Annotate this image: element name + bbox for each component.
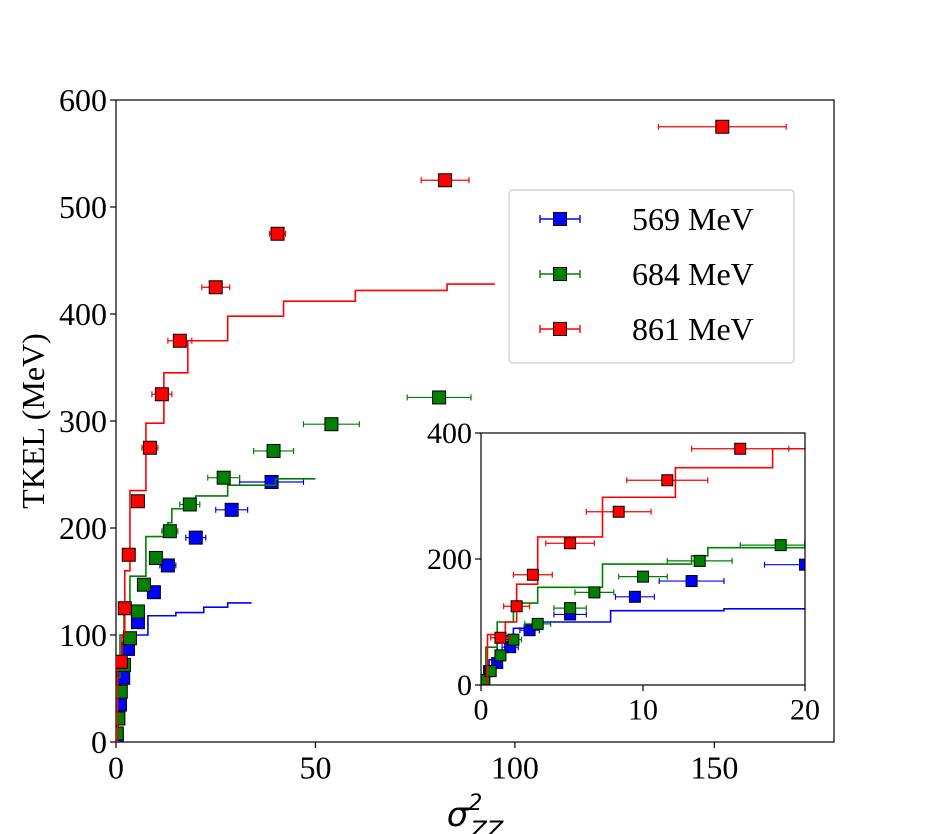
main-y-tick-label: 500 bbox=[59, 189, 107, 225]
main-data-point bbox=[130, 604, 145, 619]
main-data-point bbox=[162, 524, 177, 539]
main-data-point bbox=[182, 497, 197, 512]
main-plot-area bbox=[116, 119, 787, 742]
inset-data-point bbox=[484, 665, 497, 678]
main-y-tick-label: 300 bbox=[59, 403, 107, 439]
inset-data-point bbox=[531, 617, 544, 630]
inset-data-point bbox=[685, 575, 698, 588]
main-data-point bbox=[715, 119, 730, 134]
x-axis-label: σ2 ZZ bbox=[447, 791, 504, 834]
legend-marker bbox=[553, 212, 567, 226]
legend-marker bbox=[553, 322, 567, 336]
main-y-tick-label: 600 bbox=[59, 82, 107, 118]
inset-step-line-861-mev bbox=[481, 447, 805, 685]
inset-data-point bbox=[494, 631, 507, 644]
main-data-point bbox=[160, 558, 175, 573]
legend-label: 569 MeV bbox=[632, 201, 754, 237]
legend-label: 684 MeV bbox=[632, 256, 754, 292]
main-data-point bbox=[122, 631, 137, 646]
main-data-point bbox=[208, 280, 223, 295]
main-data-point bbox=[266, 443, 281, 458]
main-data-point bbox=[121, 547, 136, 562]
main-y-tick-label: 100 bbox=[59, 617, 107, 653]
inset-x-tick-label: 20 bbox=[790, 694, 820, 727]
main-y-tick-label: 400 bbox=[59, 296, 107, 332]
main-x-tick-label: 150 bbox=[690, 749, 738, 785]
inset-data-point bbox=[637, 570, 649, 583]
inset-data-point bbox=[507, 633, 520, 646]
main-data-point bbox=[142, 440, 157, 455]
y-axis-label: TKEL (MeV) bbox=[15, 333, 51, 509]
main-data-point bbox=[438, 173, 453, 188]
main-data-point bbox=[432, 390, 447, 405]
inset-data-point bbox=[510, 600, 523, 613]
main-data-point bbox=[116, 726, 124, 741]
x-axis-label-symbol: σ bbox=[447, 795, 470, 834]
inset-data-point bbox=[693, 554, 706, 567]
inset-data-point bbox=[612, 505, 625, 518]
inset-data-point bbox=[734, 442, 747, 455]
inset-data-point bbox=[526, 568, 539, 581]
inset-x-tick-label: 10 bbox=[628, 694, 658, 727]
main-data-point bbox=[116, 684, 128, 699]
main-step-line-861-mev bbox=[116, 283, 495, 742]
main-y-tick-label: 200 bbox=[59, 510, 107, 546]
main-data-point bbox=[130, 494, 145, 509]
x-axis-label-superscript: 2 bbox=[468, 791, 482, 816]
main-x-tick-label: 100 bbox=[491, 749, 539, 785]
main-x-tick-label: 50 bbox=[299, 749, 331, 785]
main-data-point bbox=[172, 333, 187, 348]
main-x-tick-label: 0 bbox=[108, 749, 124, 785]
main-data-point bbox=[116, 654, 128, 669]
inset-data-point bbox=[774, 539, 787, 552]
inset-y-tick-label: 400 bbox=[427, 417, 472, 450]
legend: 569 MeV 684 MeV 861 MeV bbox=[508, 189, 795, 364]
inset-data-point bbox=[494, 649, 507, 662]
x-axis-label-subscript: ZZ bbox=[469, 816, 503, 834]
inset-data-point bbox=[881, 412, 892, 423]
main-step-line-684-mev bbox=[116, 477, 316, 742]
main-data-point bbox=[117, 601, 132, 616]
main-data-point bbox=[154, 387, 169, 402]
inset-background bbox=[481, 433, 805, 685]
inset-data-point bbox=[628, 590, 641, 603]
inset-data-point bbox=[564, 602, 577, 615]
main-data-point bbox=[136, 577, 151, 592]
main-data-point bbox=[224, 502, 239, 517]
main-y-tick-label: 0 bbox=[91, 724, 107, 760]
inset-data-point bbox=[588, 586, 601, 599]
inset-data-point bbox=[913, 524, 924, 535]
inset-y-tick-label: 0 bbox=[457, 669, 472, 702]
inset-plot-area bbox=[481, 412, 924, 685]
inset-data-point bbox=[523, 624, 536, 637]
main-data-point bbox=[216, 470, 231, 485]
inset-data-point bbox=[481, 673, 491, 685]
main-data-point bbox=[188, 530, 203, 545]
legend-label: 861 MeV bbox=[632, 311, 754, 347]
main-data-point bbox=[324, 417, 339, 432]
legend-marker bbox=[553, 267, 567, 281]
inset-data-point bbox=[799, 558, 805, 571]
inset-data-point bbox=[564, 537, 577, 550]
main-data-point bbox=[270, 226, 285, 241]
inset-y-tick-label: 200 bbox=[427, 543, 472, 576]
main-data-point bbox=[148, 550, 163, 565]
inset-data-point bbox=[661, 474, 674, 487]
inset-x-tick-label: 0 bbox=[474, 694, 489, 727]
legend-frame bbox=[508, 189, 795, 364]
